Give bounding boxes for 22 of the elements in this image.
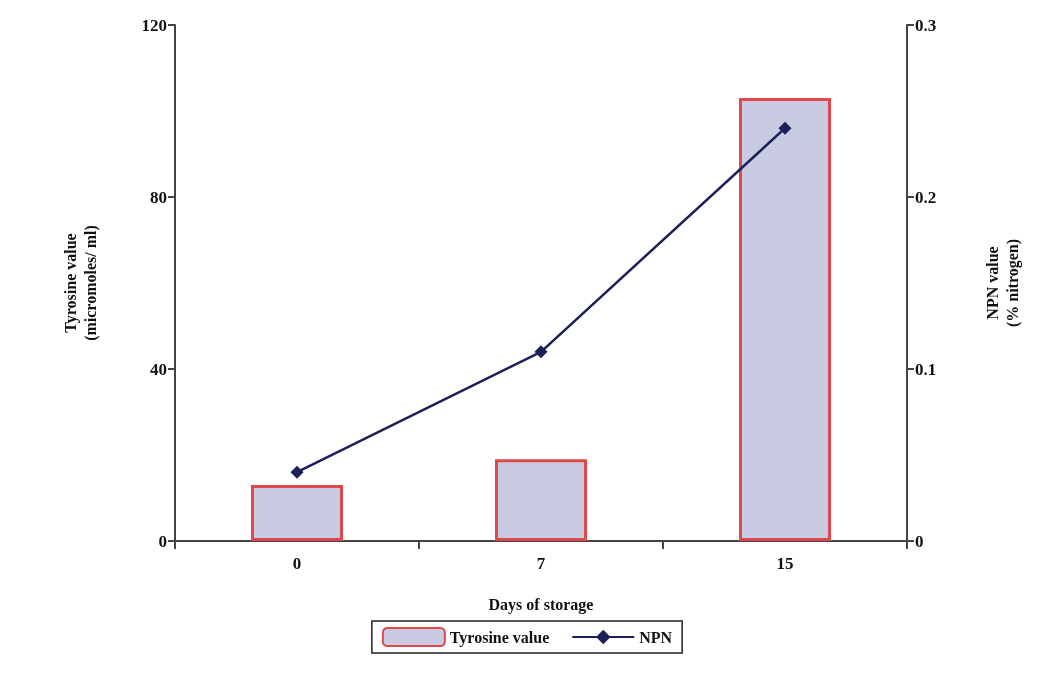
y2-axis-title: NPN value (% nitrogen): [983, 238, 1022, 328]
y-axis-title: Tyrosine value (micromoles/ ml): [61, 225, 100, 341]
point: [534, 345, 548, 359]
point: [290, 465, 304, 479]
x-axis-title: Days of storage: [488, 595, 594, 614]
y2-tick-label: 0.3: [915, 15, 937, 35]
y-tick-label: 120: [141, 15, 167, 35]
y-tick-label: 0: [158, 531, 167, 551]
y-tick-label: 40: [150, 359, 167, 379]
y-tick-label: 80: [150, 187, 167, 207]
bar: [739, 98, 831, 541]
legend-label: NPN: [639, 628, 673, 646]
point: [778, 121, 792, 135]
x-tick-label: 15: [776, 554, 794, 573]
bar: [495, 459, 587, 541]
legend-label: Tyrosine value: [449, 628, 550, 647]
bar: [251, 485, 343, 541]
x-tick-label: 7: [536, 554, 546, 573]
y2-tick-label: 0.1: [915, 359, 937, 379]
y2-tick-label: 0: [915, 531, 924, 551]
y2-tick-label: 0.2: [915, 187, 937, 207]
x-tick-label: 0: [292, 554, 302, 573]
